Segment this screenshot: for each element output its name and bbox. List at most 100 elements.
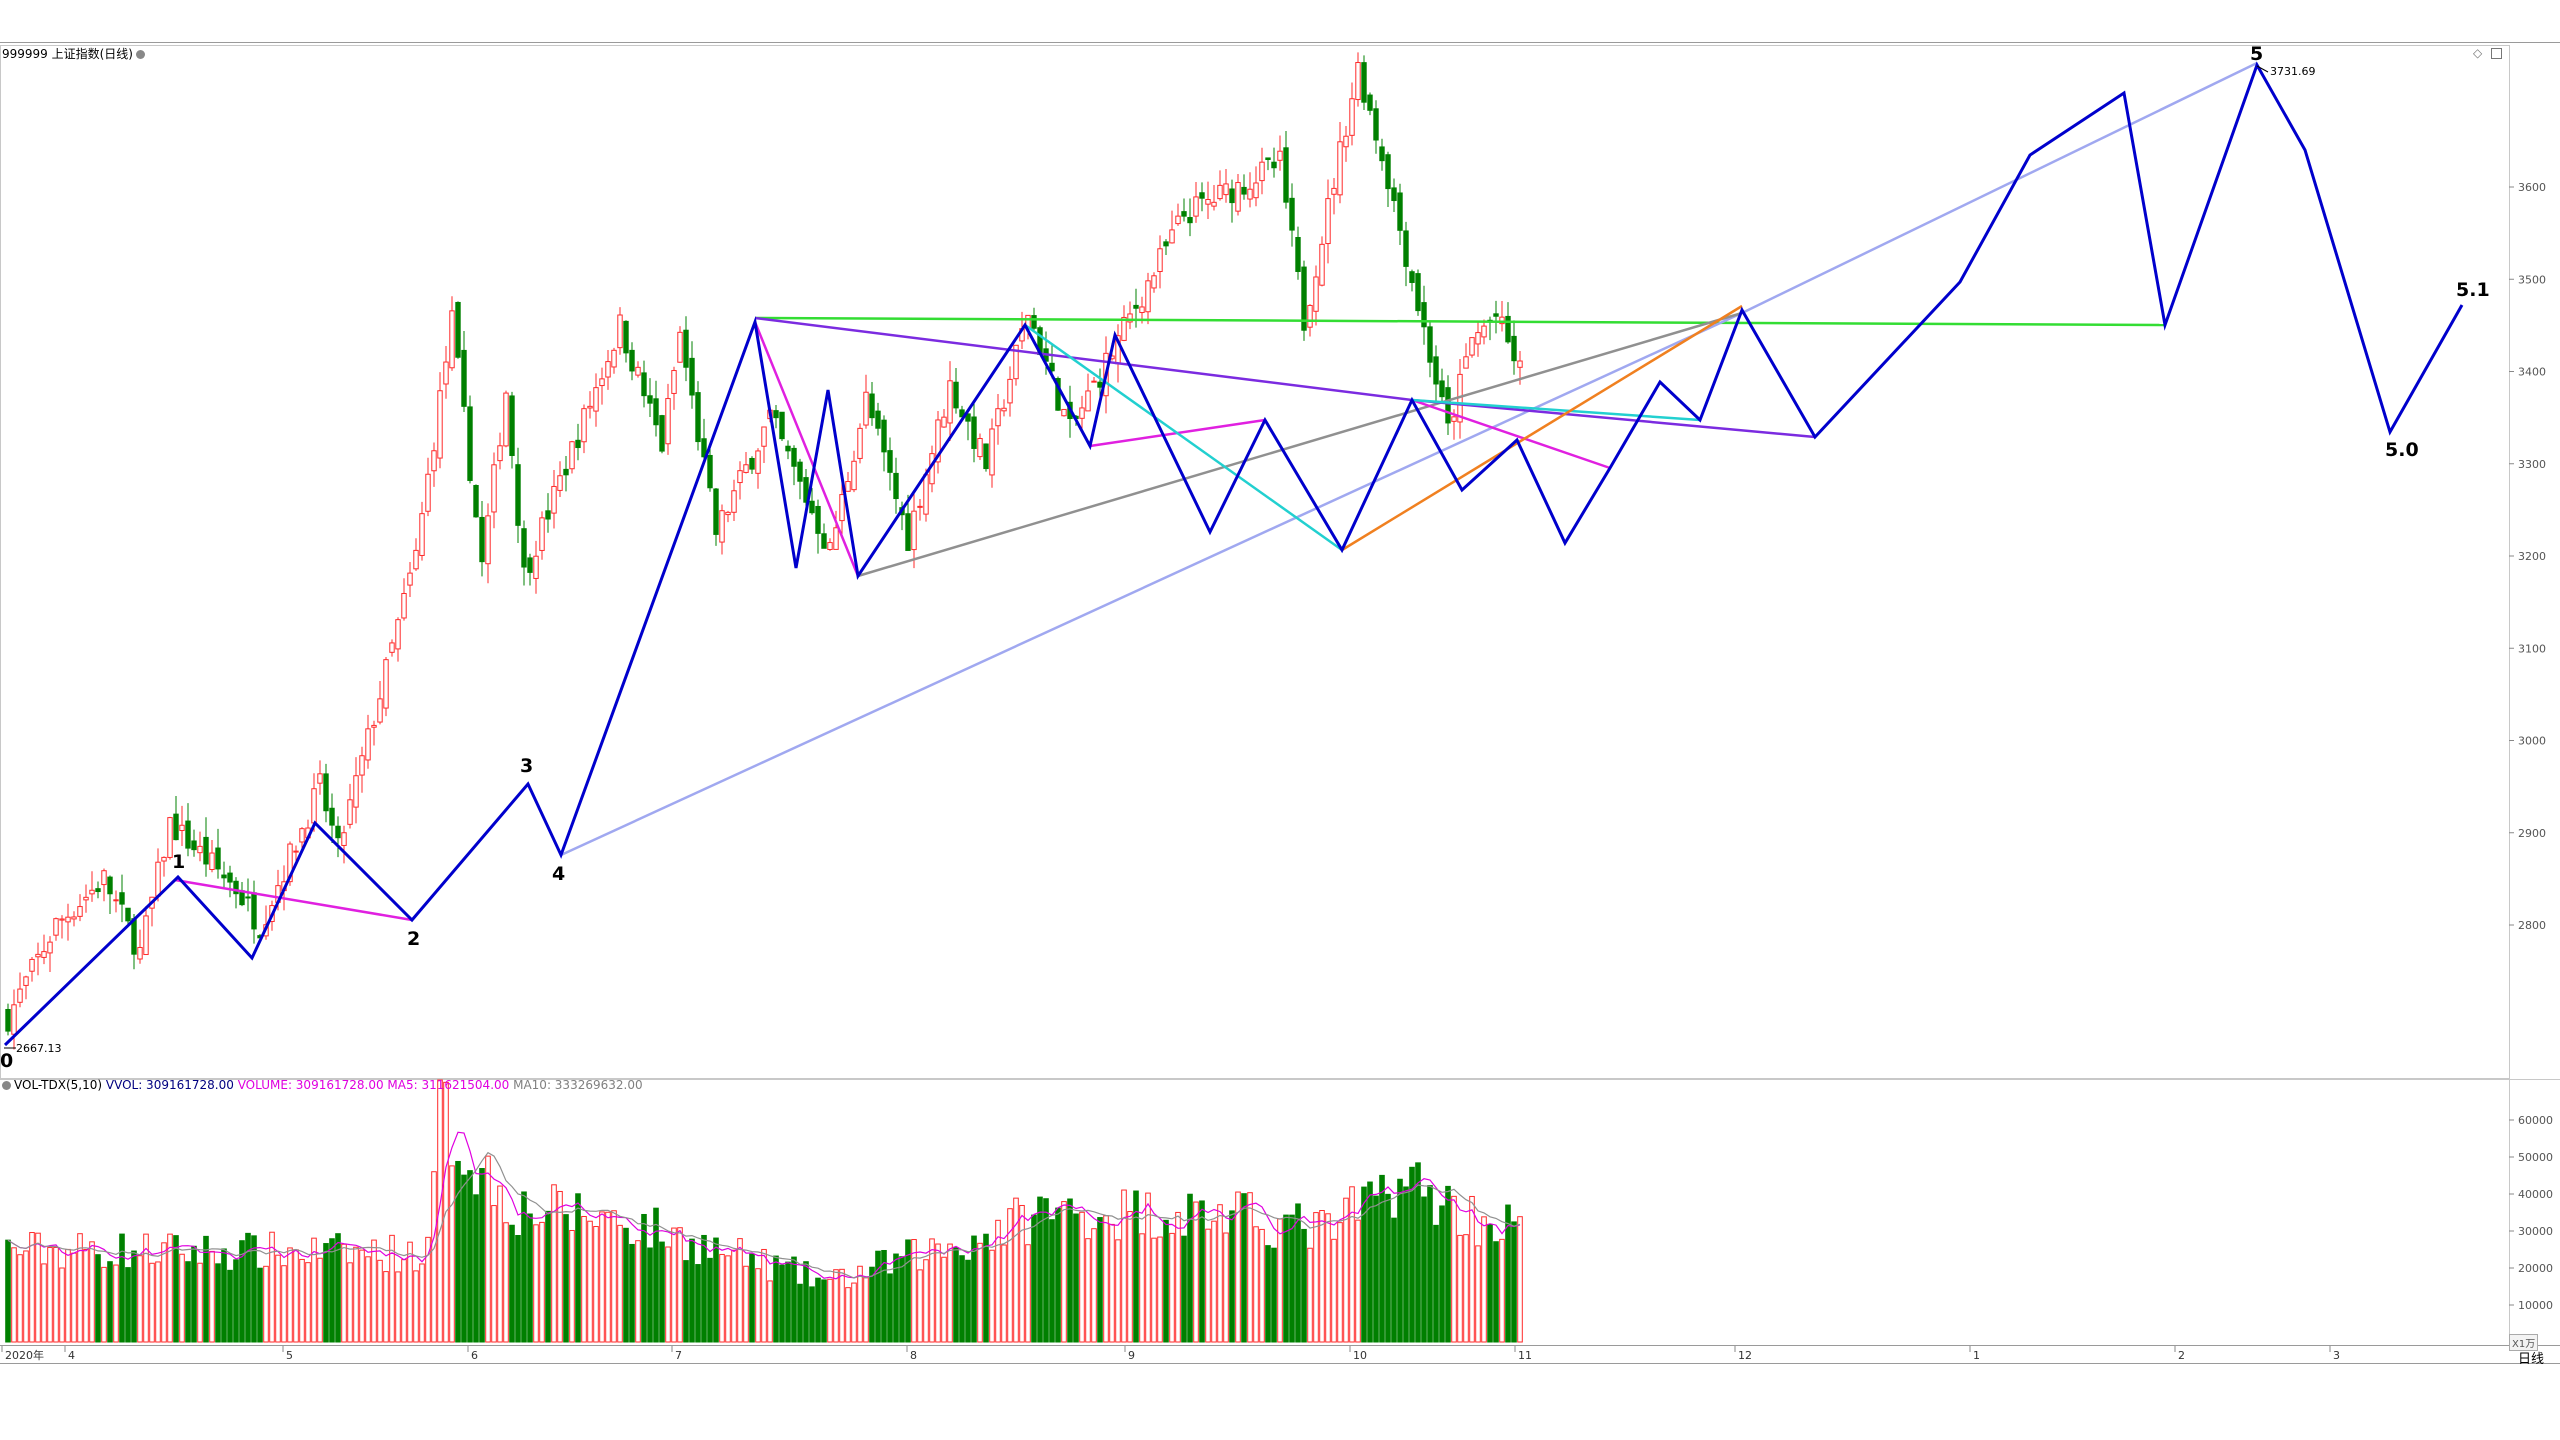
volume-bar [401,1259,407,1343]
volume-bar [749,1253,755,1343]
volume-bar [473,1194,479,1343]
price-tick-label: 3600 [2518,181,2546,194]
volume-bar [1133,1190,1139,1343]
volume-bar [929,1238,935,1343]
candle [1421,285,1427,345]
candle [125,907,131,926]
volume-bar [1223,1232,1229,1343]
candle [671,366,677,410]
price-tick-label: 3300 [2518,458,2546,471]
candle [1253,166,1259,207]
candle [893,457,899,514]
annotation-lines [174,61,2258,922]
candle [1247,172,1253,208]
candle [725,510,731,523]
volume-ma10-line [7,1151,1521,1279]
time-tick-label: 6 [471,1349,478,1362]
volume-bar [47,1247,53,1343]
candle [971,403,977,463]
candle [1223,169,1229,203]
volume-bar [239,1240,245,1343]
volume-bar [1145,1192,1151,1343]
candle [1199,182,1205,212]
volume-bar [695,1264,701,1343]
candle [1487,316,1493,341]
volume-settings-dot-icon[interactable] [2,1081,11,1090]
volume-bar [635,1240,641,1343]
volume-bar [1457,1234,1463,1343]
candle [1001,399,1007,417]
volume-bar [1043,1198,1049,1343]
volume-bar [1337,1222,1343,1343]
volume-bar [869,1266,875,1343]
low-value-label: 2667.13 [16,1042,62,1055]
volume-bar [371,1239,377,1343]
volume-bar [809,1286,815,1343]
candle [989,418,995,488]
candle [1337,121,1343,204]
volume-bar [1193,1201,1199,1343]
volume-bar [479,1168,485,1343]
candle [1301,260,1307,341]
candle [215,828,221,879]
volume-bar [275,1254,281,1343]
volume-bar [125,1267,131,1343]
volume-bar [947,1243,953,1343]
candle [1163,239,1169,255]
candle [563,456,569,492]
candle [1205,181,1211,219]
candle [1397,183,1403,245]
volume-bar [1235,1191,1241,1343]
candle [419,501,425,561]
maximize-icon[interactable]: □ [2491,48,2502,59]
volume-bar [1373,1195,1379,1343]
candle [515,447,521,543]
candle [677,326,683,363]
diamond-icon[interactable]: ◇ [2473,46,2483,60]
volume-bar [701,1234,707,1343]
candle [593,373,599,427]
candle [1481,319,1487,345]
volume-bar [719,1253,725,1343]
candle [1385,151,1391,207]
candle [83,884,89,913]
volume-bar [407,1241,413,1343]
candle [1085,373,1091,412]
candle [437,372,443,469]
candle [17,972,23,1008]
candle [737,461,743,500]
volume-bar [959,1255,965,1343]
candle [1007,366,1013,417]
volume-bar [557,1190,563,1343]
volume-bar [689,1238,695,1343]
candle [743,452,749,474]
volume-bar [503,1222,509,1343]
volume-bar [1397,1178,1403,1343]
candle [35,942,41,976]
candle [683,316,689,382]
volume-bar [113,1264,119,1343]
volume-bar [293,1249,299,1343]
volume-bar [23,1250,29,1343]
candle [707,442,713,492]
candle [1355,52,1361,107]
time-tick-label: 2020年 [5,1348,44,1362]
lavender-trend-line-lower [560,311,1743,857]
time-tick-label: 12 [1738,1349,1752,1362]
volume-bar [1073,1213,1079,1343]
volume-bar [1409,1166,1415,1343]
volume-bar [983,1233,989,1343]
candle [167,816,173,860]
wave-label-5: 5 [2250,43,2263,65]
volume-bar [1439,1205,1445,1343]
candle [359,746,365,793]
grey-trend-line [857,311,1743,578]
settings-dot-icon[interactable] [136,50,145,59]
period-label[interactable]: 日线 [2518,1352,2545,1367]
candle [1133,288,1139,328]
candle [587,391,593,419]
price-panel-frame [0,45,2510,1079]
volume-bar [425,1236,431,1343]
volume-indicator-name: VOL-TDX(5,10) [14,1078,103,1092]
